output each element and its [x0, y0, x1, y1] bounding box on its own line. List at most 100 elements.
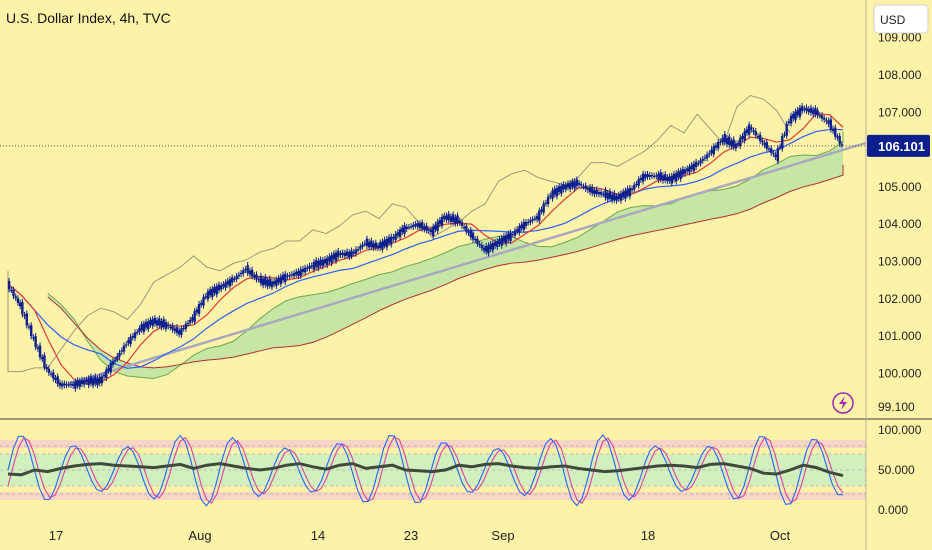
- candle-body: [487, 245, 490, 254]
- candle-body: [465, 225, 468, 232]
- candle-body: [646, 173, 649, 177]
- candle-body: [310, 265, 313, 267]
- price-tick-label: 100.000: [878, 366, 922, 380]
- candle-body: [226, 280, 229, 285]
- candle-body: [460, 222, 464, 226]
- candle-body: [321, 260, 324, 267]
- candle-body: [147, 321, 150, 330]
- candle-body: [334, 252, 338, 262]
- time-tick-label: 23: [404, 528, 418, 543]
- candle-body: [325, 258, 329, 266]
- candle-body: [219, 285, 223, 290]
- candle-body: [409, 226, 413, 228]
- candle-body: [54, 377, 57, 381]
- candle-body: [712, 146, 715, 155]
- stoch-k-line: [7, 434, 844, 507]
- time-tick-label: 17: [49, 528, 63, 543]
- candle-body: [169, 326, 172, 328]
- candle-body: [166, 324, 170, 327]
- candle-body: [272, 281, 276, 285]
- candle-body: [231, 277, 234, 283]
- candle-body: [610, 194, 614, 201]
- candle-body: [456, 215, 459, 224]
- candle-body: [560, 185, 563, 194]
- candle-body: [805, 107, 808, 111]
- candle-body: [279, 276, 283, 285]
- candle-body: [36, 347, 40, 349]
- candle-body: [142, 323, 146, 332]
- candle-body: [25, 313, 28, 326]
- candle-body: [233, 278, 236, 280]
- candle-body: [792, 113, 795, 119]
- leading-span-b: [47, 164, 844, 369]
- candle-body: [16, 298, 20, 303]
- candle-body: [668, 176, 671, 181]
- candle-body: [789, 115, 793, 124]
- price-tick-label: 103.000: [878, 255, 922, 269]
- candle-body: [434, 224, 437, 230]
- candle-body: [586, 188, 590, 191]
- candle-body: [60, 383, 64, 387]
- candle-body: [756, 136, 760, 138]
- candle-body: [27, 326, 31, 328]
- candle-body: [670, 175, 674, 184]
- candle-body: [573, 181, 576, 189]
- candle-body: [370, 240, 373, 247]
- candle-body: [816, 110, 819, 116]
- candle-body: [314, 260, 318, 267]
- candle-body: [736, 143, 740, 145]
- candle-body: [467, 231, 470, 234]
- candle-body: [697, 163, 700, 165]
- candle-body: [617, 194, 620, 199]
- candle-body: [74, 381, 77, 389]
- candle-body: [440, 216, 444, 226]
- candle-body: [83, 380, 86, 385]
- candle-body: [831, 128, 835, 132]
- lightning-button[interactable]: [832, 392, 854, 414]
- candle-body: [447, 213, 450, 221]
- candle-body: [644, 174, 647, 179]
- candle-body: [102, 374, 106, 377]
- candle-body: [248, 270, 252, 275]
- candle-body: [202, 296, 205, 306]
- candle-body: [328, 256, 331, 262]
- candle-body: [500, 237, 503, 246]
- time-tick-label: Sep: [491, 528, 514, 543]
- candle-body: [80, 379, 84, 384]
- candle-body: [524, 221, 528, 226]
- candle-body: [820, 115, 824, 119]
- candle-body: [303, 267, 307, 273]
- candle-body: [182, 327, 185, 330]
- candle-body: [12, 289, 15, 297]
- price-tick-label: 104.000: [878, 217, 922, 231]
- candle-body: [250, 269, 254, 277]
- candle-body: [281, 274, 285, 281]
- candle-body: [469, 229, 472, 238]
- candle-body: [372, 243, 375, 248]
- candle-body: [222, 284, 225, 287]
- candle-body: [774, 154, 777, 158]
- candle-body: [796, 109, 799, 115]
- candle-body: [363, 243, 366, 245]
- candle-body: [474, 239, 477, 241]
- candle-body: [23, 314, 26, 317]
- candle-body: [593, 190, 596, 195]
- candle-body: [297, 271, 300, 277]
- candle-body: [18, 302, 22, 307]
- candle-body: [657, 173, 660, 181]
- candle-body: [32, 337, 35, 339]
- candle-body: [765, 142, 768, 149]
- candle-body: [480, 244, 484, 249]
- candle-body: [308, 265, 311, 269]
- candle-body: [246, 265, 249, 274]
- candle-body: [619, 193, 623, 201]
- candle-body: [189, 319, 192, 323]
- candle-body: [701, 158, 704, 161]
- candle-body: [800, 106, 804, 112]
- candle-body: [584, 185, 587, 189]
- candle-body: [794, 111, 797, 121]
- currency-button[interactable]: USD: [873, 4, 929, 34]
- candle-body: [659, 172, 662, 180]
- candle-body: [840, 144, 844, 146]
